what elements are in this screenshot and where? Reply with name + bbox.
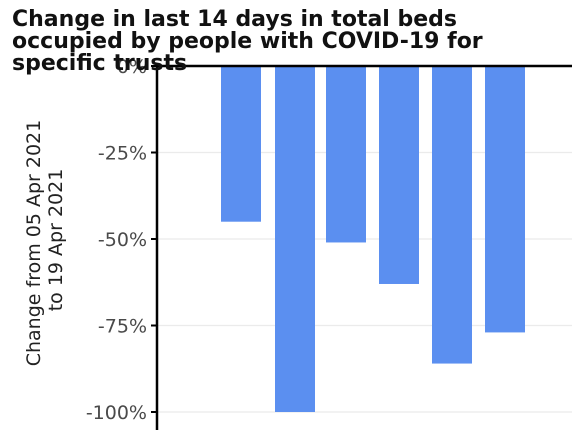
bar [485, 66, 525, 333]
chart-title-line-1: Change in last 14 days in total beds [12, 7, 457, 32]
y-axis-title-line-2: to 19 Apr 2021 [45, 169, 67, 312]
y-tick-label: -100% [86, 402, 147, 424]
bar [432, 66, 472, 364]
y-axis-ticks: 0% -25% -50% -75% -100% [86, 56, 157, 424]
bar [221, 66, 261, 222]
bars [221, 66, 525, 412]
bar [326, 66, 366, 243]
y-axis-title-line-1: Change from 05 Apr 2021 [23, 120, 45, 367]
y-tick-label: -25% [98, 143, 147, 165]
chart-title-line-2: occupied by people with COVID-19 for [12, 29, 483, 54]
y-axis-title: Change from 05 Apr 2021 to 19 Apr 2021 [23, 114, 67, 367]
y-tick-label: -50% [98, 229, 147, 251]
bar [275, 66, 315, 412]
chart-title-line-3: specific trusts [12, 51, 187, 76]
chart-title: Change in last 14 days in total beds occ… [12, 7, 483, 76]
bar [379, 66, 419, 284]
y-tick-label: 0% [117, 56, 147, 78]
y-tick-label: -75% [98, 316, 147, 338]
